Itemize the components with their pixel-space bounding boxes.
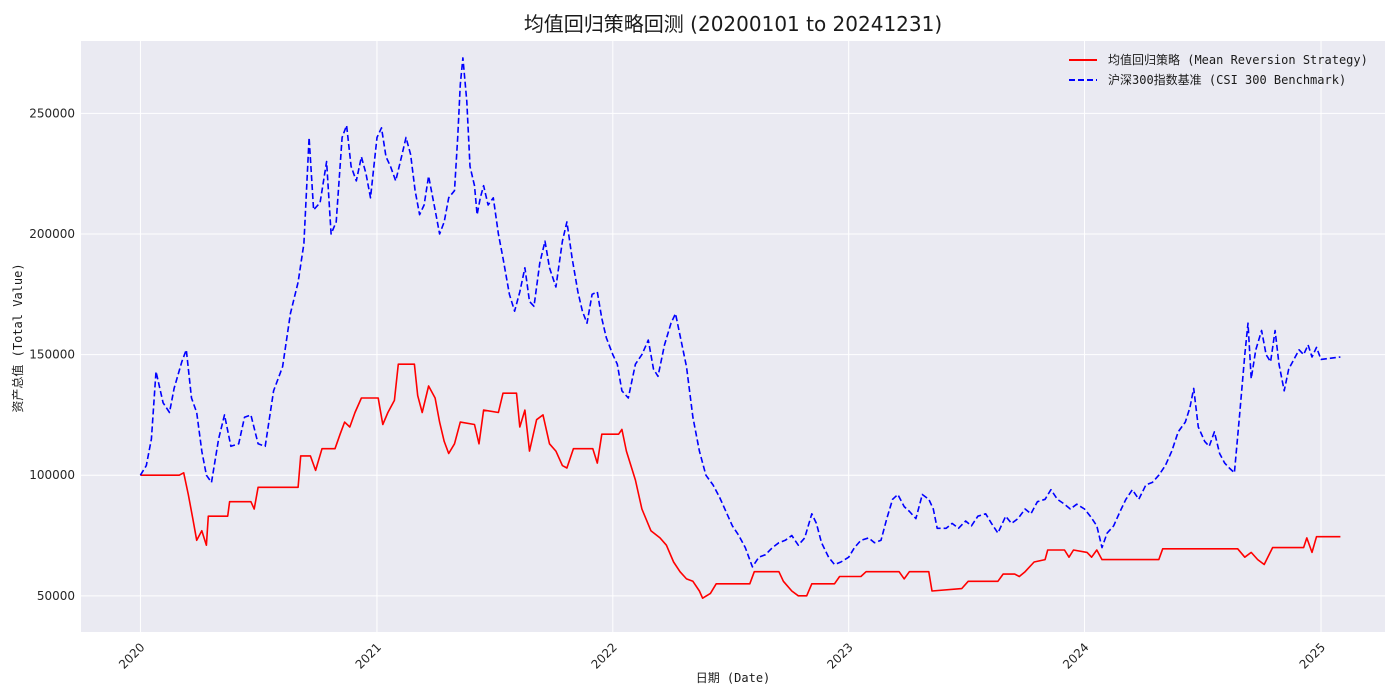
y-tick-label: 50000: [37, 589, 75, 603]
grid: [81, 41, 1385, 632]
y-tick-label: 250000: [29, 106, 75, 120]
x-tick-label: 2023: [824, 640, 855, 671]
x-axis: 2020 2021 2022 2023 2024 2025: [116, 640, 1328, 671]
legend-label-benchmark: 沪深300指数基准 (CSI 300 Benchmark): [1108, 72, 1346, 87]
y-tick-label: 150000: [29, 348, 75, 362]
y-axis: 50000 100000 150000 200000 250000: [29, 106, 75, 602]
x-axis-label: 日期 (Date): [696, 671, 771, 685]
legend: 均值回归策略 (Mean Reversion Strategy) 沪深300指数…: [1069, 52, 1368, 87]
x-tick-label: 2021: [353, 640, 384, 671]
y-tick-label: 200000: [29, 227, 75, 241]
chart-title: 均值回归策略回测 (20200101 to 20241231): [524, 12, 942, 36]
legend-label-strategy: 均值回归策略 (Mean Reversion Strategy): [1108, 52, 1368, 67]
y-axis-label: 资产总值 (Total Value): [10, 263, 25, 412]
benchmark-line: [139, 57, 1341, 568]
x-tick-label: 2025: [1297, 640, 1328, 671]
y-tick-label: 100000: [29, 468, 75, 482]
strategy-line: [140, 363, 1341, 599]
x-tick-label: 2024: [1060, 640, 1091, 671]
x-tick-label: 2022: [588, 640, 619, 671]
series-layer: [139, 57, 1341, 599]
x-tick-label: 2020: [116, 640, 147, 671]
plot-area: [81, 41, 1385, 632]
